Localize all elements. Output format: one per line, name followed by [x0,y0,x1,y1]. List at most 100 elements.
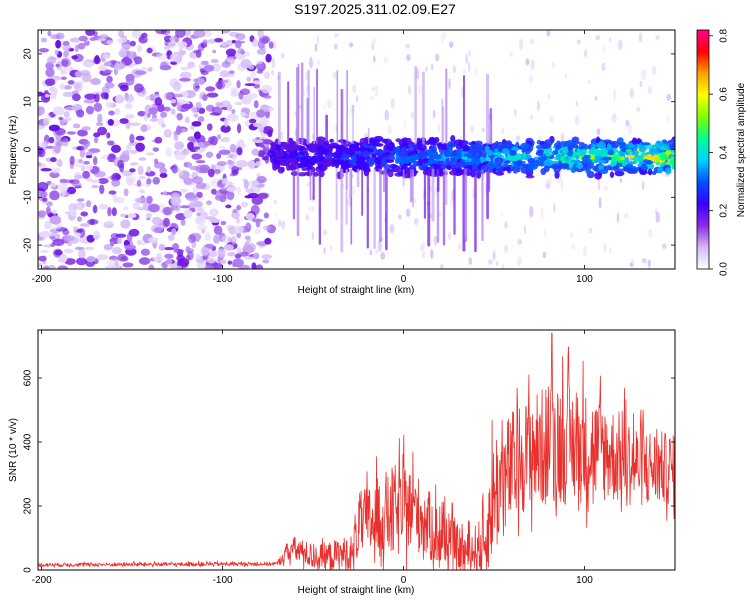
noise-blob [162,206,173,216]
noise-blob [255,63,264,69]
faint-blob [452,65,456,74]
noise-blob [227,260,233,265]
noise-blob [248,243,256,252]
noise-blob [252,38,259,47]
noise-blob [93,102,103,112]
faint-blob [469,124,475,134]
signal-blob [671,164,675,170]
noise-blob [156,252,162,261]
faint-blob [432,109,436,119]
noise-blob [85,178,93,182]
faint-blob [648,228,653,238]
faint-blob [574,115,580,126]
signal-blob [323,158,334,163]
noise-blob [219,259,227,264]
faint-blob [308,56,313,69]
signal-blob [275,151,285,158]
faint-blob [639,80,643,88]
noise-blob [256,109,266,118]
faint-blob [273,199,278,205]
noise-blob [218,149,231,155]
noise-blob [219,79,229,83]
noise-blob [108,190,117,195]
colorbar-tick-label: 0.0 [719,262,730,276]
noise-blob [129,133,135,144]
noise-blob [50,167,61,174]
signal-blob [310,156,319,164]
signal-blob [489,163,496,170]
noise-blob [93,170,106,178]
signal-blob [288,137,293,145]
noise-blob [132,202,140,210]
noise-blob [51,225,61,230]
noise-blob [111,178,121,187]
noise-blob [211,63,222,72]
signal-blob [641,142,651,146]
noise-blob [180,66,192,71]
noise-blob [157,117,165,126]
colorbar-tick-label: 0.2 [719,203,730,217]
noise-blob [159,172,168,179]
noise-blob [59,83,66,90]
noise-blob [207,38,216,44]
faint-blob [323,247,326,254]
faint-blob [440,263,444,269]
noise-blob [127,51,136,59]
noise-blob [244,235,251,240]
noise-blob [231,165,240,175]
noise-blob [195,160,206,164]
noise-blob [58,138,67,142]
noise-blob [250,71,257,79]
signal-blob [484,145,490,153]
noise-blob [215,80,226,90]
signal-blob [551,150,558,156]
noise-blob [135,197,148,204]
signal-blob [602,139,612,144]
noise-blob [40,37,47,43]
faint-blob [594,95,598,102]
noise-blob [245,222,252,233]
signal-blob [657,166,664,174]
noise-blob [47,30,52,37]
noise-blob [177,50,184,58]
noise-blob [69,155,75,166]
faint-blob [575,100,579,107]
faint-blob [523,224,527,235]
noise-blob [38,47,49,53]
noise-blob [170,99,177,104]
noise-blob [75,80,85,85]
noise-blob [153,227,163,233]
signal-blob [540,168,547,175]
signal-blob [670,159,675,164]
noise-blob [261,254,273,260]
signal-blob [571,136,580,143]
noise-blob [106,259,117,266]
signal-blob [624,156,630,164]
faint-blob [389,223,395,234]
faint-blob [560,178,564,191]
noise-blob [125,144,132,153]
noise-blob [163,246,174,251]
noise-blob [187,197,199,202]
noise-blob [236,186,241,195]
signal-blob [670,138,675,143]
noise-blob [104,265,117,269]
signal-blob [509,150,517,156]
faint-blob [371,38,377,45]
noise-blob [213,234,220,244]
noise-blob [46,201,53,207]
noise-blob [71,55,79,60]
noise-blob [240,58,252,69]
noise-blob [137,165,144,176]
noise-blob [124,244,136,251]
signal-blob [413,153,419,160]
signal-blob [516,167,521,173]
noise-blob [148,264,155,269]
signal-blob [434,154,442,160]
noise-blob [198,107,206,114]
noise-blob [163,92,173,100]
noise-blob [268,41,274,49]
noise-blob [54,49,59,56]
noise-blob [265,53,272,63]
faint-blob [397,214,402,220]
